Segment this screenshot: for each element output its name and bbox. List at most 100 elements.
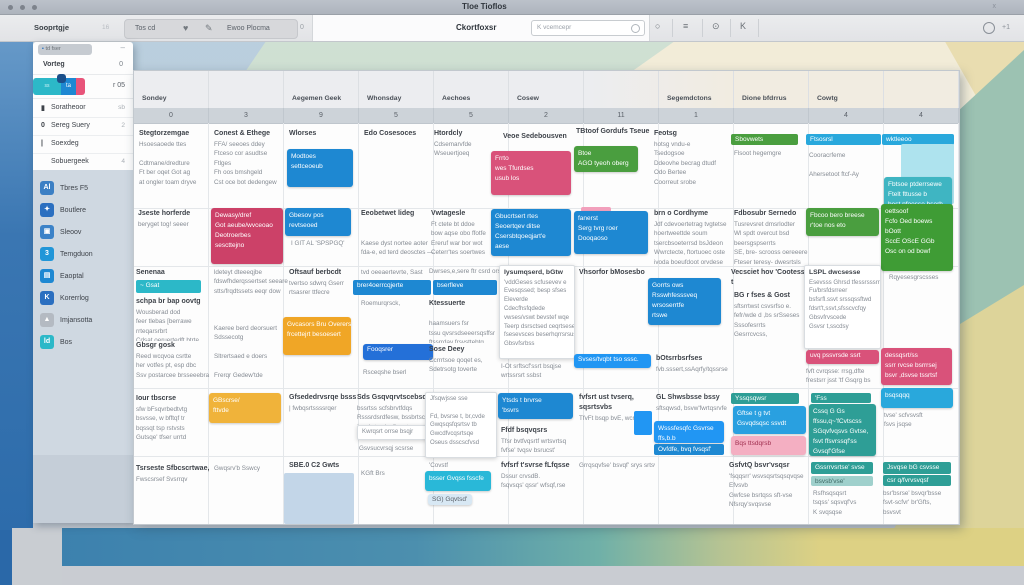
- view-title[interactable]: Ckortfoxsr: [456, 23, 497, 32]
- day-column[interactable]: [809, 123, 884, 524]
- sidebar: ▪ td fser – Vorteg 0 ss ta r 05 ▮ Sorathe…: [33, 42, 133, 523]
- sidebar-mini-tab[interactable]: ▪ td fser: [38, 44, 92, 55]
- sidebar-top-row[interactable]: Vorteg 0: [33, 56, 133, 75]
- event[interactable]: Svses/tvqbt tso sssc.: [574, 354, 651, 368]
- filter-icon[interactable]: ≡: [683, 21, 689, 31]
- dropdown[interactable]: Kwrqsrt orrse bsqjr: [357, 425, 433, 440]
- sidebar-item-bos[interactable]: ld Bos: [33, 332, 133, 354]
- event[interactable]: Gbucrtsert rtes Seoertqev ditse Csersbtqoe…: [491, 209, 571, 256]
- pink-segment[interactable]: [76, 78, 85, 95]
- event[interactable]: bsser Gvqss fsscfe: [425, 471, 491, 491]
- event[interactable]: bsqsqqq: [881, 388, 953, 408]
- event[interactable]: fanerst Serg tvrg roer Dooqaoso: [574, 211, 648, 254]
- event[interactable]: Frrto wes Tfurdses usub los: [491, 151, 571, 195]
- day-column[interactable]: [884, 123, 959, 524]
- ewoo-plocma-button[interactable]: Ewoo Plocma: [227, 25, 270, 32]
- item-line: Ftlges: [214, 159, 232, 167]
- item-line: fsvt ffsvrssqf'ss: [813, 438, 857, 446]
- item-title: Eeobetwet lideg: [361, 210, 415, 217]
- event[interactable]: dessqsrt/ss ssrr rvcse bsrrrsej bsvr ,dsvs…: [881, 348, 952, 385]
- event[interactable]: Cssq G Gs ffssu,q~'fCvtscss SGqvfvqsvs Gvt…: [809, 404, 876, 456]
- event[interactable]: Gvcasors Bru Overerse frcettejrt besoeser…: [283, 317, 351, 355]
- event[interactable]: 'Fss: [811, 393, 871, 403]
- event[interactable]: wktleeoo: [882, 134, 954, 145]
- event[interactable]: Btoe AGO tyeoh oberg: [574, 146, 638, 172]
- event[interactable]: Sbovwets: [731, 134, 798, 145]
- popover[interactable]: Jfsqwjsse sse Fd, bvsrse t, br,cvde Gwqsq…: [425, 392, 497, 458]
- day-column[interactable]: [509, 123, 584, 524]
- pencil-icon[interactable]: ✎: [205, 23, 213, 33]
- sidebar-item[interactable]: 0 Sereg Suery 2: [33, 118, 133, 136]
- event[interactable]: GBscrse/fttvde: [209, 393, 281, 423]
- event[interactable]: Gftse t g tvt Gsvqdsqsc ssvdt: [733, 406, 806, 434]
- event[interactable]: Bqs ttsdqrsb: [731, 436, 806, 455]
- teal-segment[interactable]: ss: [33, 78, 61, 95]
- sidebar-item-sleoov[interactable]: ▣ Sleoov: [33, 222, 133, 244]
- event[interactable]: bserfleve: [433, 280, 497, 295]
- window-zoom-button[interactable]: [32, 5, 37, 10]
- event[interactable]: SG) Gqvtsd': [428, 494, 472, 505]
- event[interactable]: Ovfdfe, bvq fvsqsf': [654, 444, 724, 455]
- event[interactable]: Fooqsrer: [363, 344, 433, 360]
- sidebar-item-tbres-f5[interactable]: Al Tbres F5: [33, 178, 133, 200]
- day-column[interactable]: [284, 123, 359, 524]
- sidebar-item[interactable]: ▮ Soratheoor sb: [33, 100, 133, 118]
- event[interactable]: Jsvqse bG csvsse: [883, 462, 951, 474]
- person-icon[interactable]: K: [740, 21, 747, 31]
- item-line: 'Fss: [815, 395, 827, 402]
- popover[interactable]: Iysumqserd, bGtw 'vddGeses scfusevev e Eve…: [499, 265, 575, 359]
- clock-icon[interactable]: ⊙: [712, 21, 720, 31]
- collapse-icon[interactable]: –: [120, 43, 125, 52]
- event[interactable]: Ytsds t brvrse 'bsvrs: [498, 393, 573, 419]
- event[interactable]: oettsoof Fcfo Oed boews bOott SccE OScE GGb…: [881, 204, 953, 271]
- refresh-icon[interactable]: ○: [655, 21, 661, 31]
- sidebar-item-boutlere[interactable]: ✦ Boutlere: [33, 200, 133, 222]
- item-line: SG) Gqvtsd': [432, 496, 468, 503]
- item-line: Wl spdt overcut bsd: [734, 230, 790, 238]
- event[interactable]: Yssqsqwsr: [731, 393, 799, 404]
- window-close-button[interactable]: [8, 5, 13, 10]
- event[interactable]: ~ Gsat: [136, 280, 201, 293]
- sidebar-item-eaoptal[interactable]: ▤ Eaoptal: [33, 266, 133, 288]
- day-column[interactable]: [359, 123, 434, 524]
- account-icon[interactable]: [983, 22, 995, 34]
- event[interactable]: uvq pssvrsde ssrt: [806, 350, 879, 364]
- sidebar-item-imjansotta[interactable]: ▲ Imjansotta: [33, 310, 133, 332]
- event[interactable]: Wsssfesqfc Gsvrse ffs,b.b: [654, 421, 724, 443]
- day-column[interactable]: [134, 123, 209, 524]
- item-title: SBE.0 C2 Gwts: [289, 462, 340, 469]
- cell-text: Jseste horferde beryget tog! seeer: [138, 209, 210, 231]
- event[interactable]: Fbcoo bero breese r'toe nos eto: [806, 208, 879, 236]
- event[interactable]: brer4oerrcqjerte: [353, 280, 431, 295]
- app-label: Boutlere: [60, 207, 87, 214]
- event[interactable]: Gbesov pos revtseoed: [285, 208, 351, 236]
- event[interactable]: Dewasy/dref Got aeube/wvceoao Deotroerbes s…: [211, 208, 283, 264]
- window-minimize-button[interactable]: [20, 5, 25, 10]
- item-line: Gesrrcvcss,: [734, 331, 768, 339]
- search-input[interactable]: K vcemcepr: [531, 20, 645, 36]
- heart-icon[interactable]: ♥: [183, 23, 189, 33]
- titlebar-corner-icon[interactable]: x: [992, 3, 997, 10]
- sidebar-item-temgduon[interactable]: 3 Temgduon: [33, 244, 133, 266]
- sidebar-item[interactable]: | Soexdeg: [33, 136, 133, 154]
- day-column[interactable]: [659, 123, 734, 524]
- sidebar-badge-row[interactable]: ss ta r 05: [33, 74, 133, 99]
- cell-text: Edo Cosesoces: [364, 129, 434, 141]
- tos-button[interactable]: Tos cd: [135, 25, 156, 32]
- cell-text: TBtoof Gordufs Tseue: [576, 127, 658, 139]
- grid-line: [134, 388, 959, 389]
- event[interactable]: Gssrrvsrtse' svse: [811, 462, 873, 474]
- event[interactable]: csr q/fvrvsvqsf: [883, 475, 951, 486]
- popover[interactable]: LSPL dwcsesse Esevsss Ghrsd tfessrsssrr Fu…: [804, 265, 881, 349]
- event[interactable]: Modtoes settceoeub: [287, 149, 353, 187]
- item-title: bOtsrrbsrfses: [656, 355, 703, 362]
- event[interactable]: Gorrts ows Rsswhfesssveq wrsoserrtfe rtswe: [648, 278, 721, 325]
- event[interactable]: bsvsb'vse': [811, 476, 873, 486]
- app-label[interactable]: Sooprtgje: [34, 23, 69, 32]
- sidebar-item-korerrlog[interactable]: K Korerrlog: [33, 288, 133, 310]
- day-header: Dione bfdrrus: [734, 71, 809, 108]
- event[interactable]: Ftsosrsl: [806, 134, 881, 145]
- item-line: [139, 149, 211, 158]
- item-right-hint: 4: [121, 158, 125, 165]
